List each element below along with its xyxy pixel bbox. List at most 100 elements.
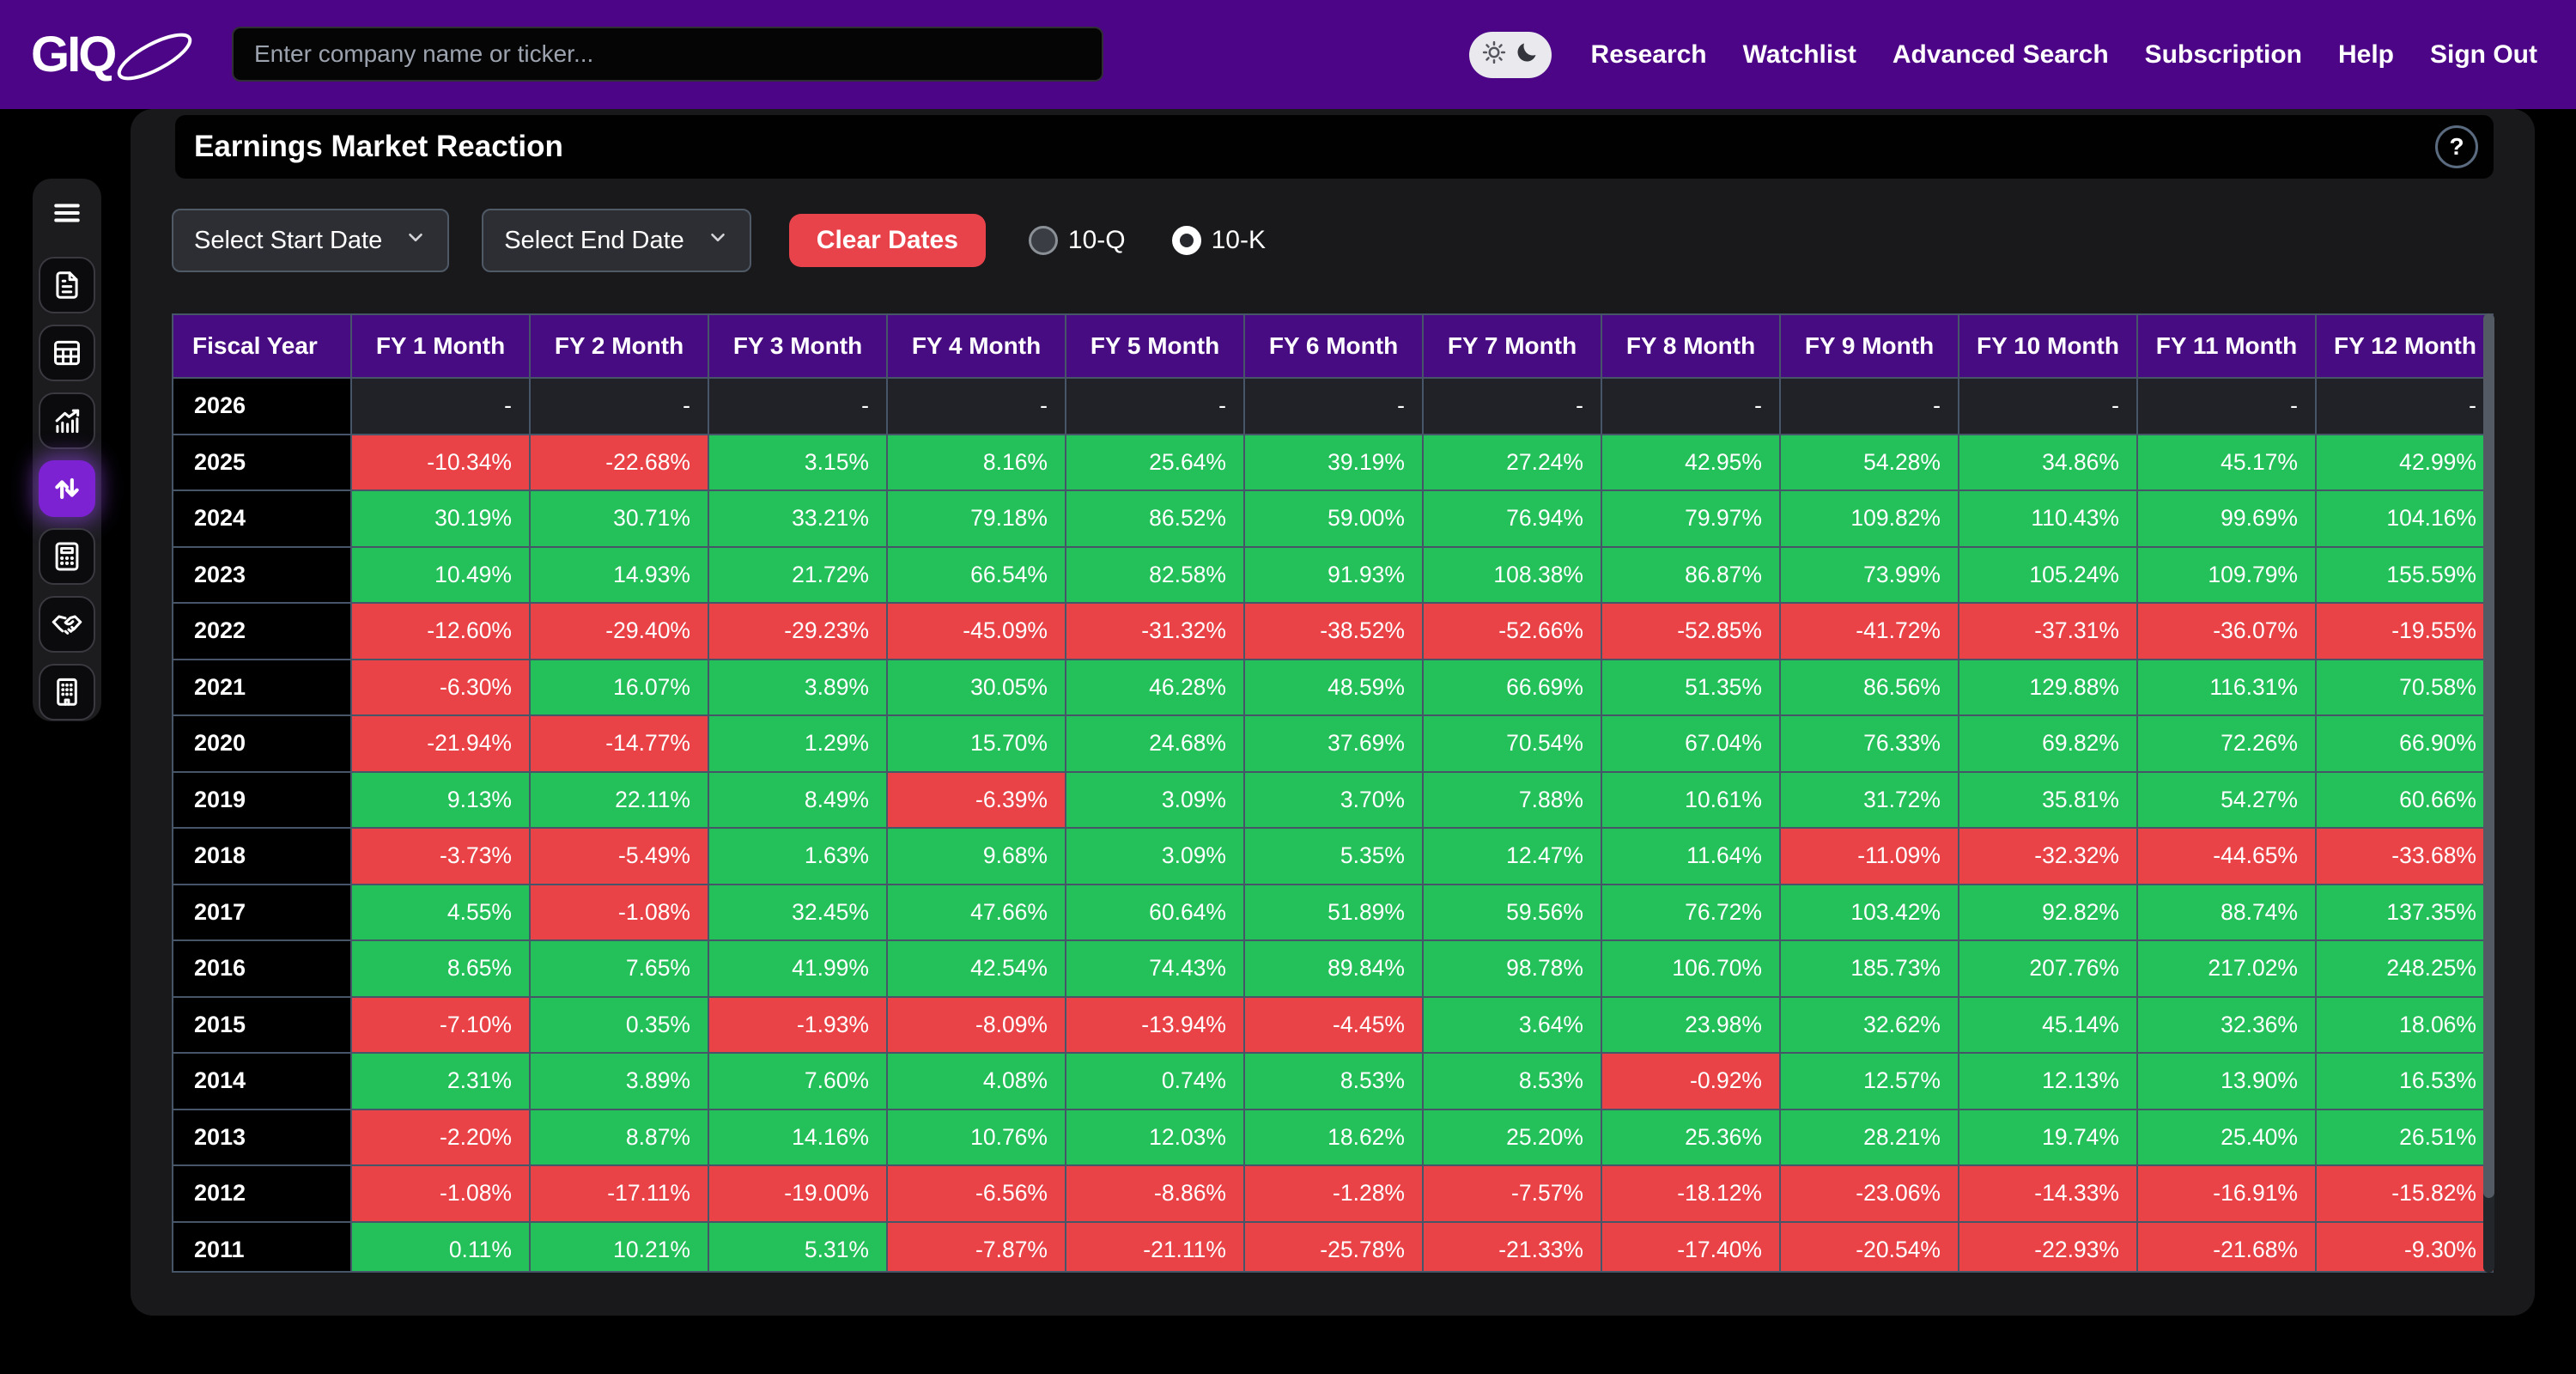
fiscal-year-cell: 2012 bbox=[172, 1164, 352, 1223]
table-row: 2025 -10.34% -22.68% 3.15% 8.16% 25.64% 39.19%… bbox=[172, 433, 2494, 491]
return-cell: 12.47% bbox=[1422, 827, 1602, 885]
column-header: FY 6 Month bbox=[1243, 313, 1424, 379]
return-cell: -10.34% bbox=[350, 433, 531, 491]
radio-circle-10-q[interactable] bbox=[1028, 226, 1058, 255]
sidebar-item-documents[interactable] bbox=[39, 257, 95, 313]
return-cell: 207.76% bbox=[1958, 939, 2138, 998]
theme-toggle[interactable] bbox=[1468, 31, 1552, 78]
nav-link-help[interactable]: Help bbox=[2338, 40, 2395, 69]
sidebar-item-calculator[interactable] bbox=[39, 528, 95, 585]
return-cell: 60.66% bbox=[2315, 770, 2494, 829]
logo[interactable]: GIQ bbox=[26, 14, 192, 95]
return-cell: - bbox=[2315, 377, 2494, 435]
return-cell: 12.57% bbox=[1779, 1052, 1959, 1110]
return-cell: 3.09% bbox=[1065, 827, 1245, 885]
return-cell: 10.61% bbox=[1601, 770, 1781, 829]
moon-icon bbox=[1514, 40, 1540, 70]
return-cell: -7.10% bbox=[350, 995, 531, 1054]
return-cell: 79.18% bbox=[886, 489, 1066, 548]
sidebar-item-company[interactable] bbox=[39, 664, 95, 720]
end-date-select[interactable]: Select End Date bbox=[482, 209, 751, 272]
scrollbar-thumb[interactable] bbox=[2483, 313, 2494, 1198]
return-cell: 1.63% bbox=[708, 827, 888, 885]
return-cell: 25.36% bbox=[1601, 1108, 1781, 1166]
column-header: FY 3 Month bbox=[708, 313, 888, 379]
return-cell: 26.51% bbox=[2315, 1108, 2494, 1166]
return-cell: 42.99% bbox=[2315, 433, 2494, 491]
return-cell: 67.04% bbox=[1601, 714, 1781, 773]
table-scrollbar[interactable] bbox=[2483, 313, 2494, 1273]
sidebar-item-tables[interactable] bbox=[39, 325, 95, 381]
return-cell: 47.66% bbox=[886, 883, 1066, 941]
return-cell: 10.76% bbox=[886, 1108, 1066, 1166]
return-cell: 60.64% bbox=[1065, 883, 1245, 941]
nav-link-research[interactable]: Research bbox=[1590, 40, 1707, 69]
table-row: 2023 10.49% 14.93% 21.72% 66.54% 82.58% 91.93%… bbox=[172, 545, 2494, 604]
return-cell: 42.54% bbox=[886, 939, 1066, 998]
return-cell: -1.28% bbox=[1243, 1164, 1424, 1223]
table-row: 2014 2.31% 3.89% 7.60% 4.08% 0.74% 8.53% 8.53% -… bbox=[172, 1052, 2494, 1110]
sidebar-item-deals[interactable] bbox=[39, 596, 95, 653]
fiscal-year-cell: 2014 bbox=[172, 1052, 352, 1110]
return-cell: 155.59% bbox=[2315, 545, 2494, 604]
return-cell: 91.93% bbox=[1243, 545, 1424, 604]
return-cell: 82.58% bbox=[1065, 545, 1245, 604]
return-cell: 14.93% bbox=[529, 545, 709, 604]
return-cell: 76.33% bbox=[1779, 714, 1959, 773]
return-cell: -6.30% bbox=[350, 658, 531, 716]
return-cell: 86.52% bbox=[1065, 489, 1245, 548]
return-cell: -7.57% bbox=[1422, 1164, 1602, 1223]
return-cell: 9.68% bbox=[886, 827, 1066, 885]
sidebar-item-menu[interactable] bbox=[48, 194, 86, 232]
nav-link-watchlist[interactable]: Watchlist bbox=[1742, 40, 1856, 69]
nav-link-subscription[interactable]: Subscription bbox=[2144, 40, 2302, 69]
radio-10-k[interactable]: 10-K bbox=[1171, 226, 1266, 255]
return-cell: 19.74% bbox=[1958, 1108, 2138, 1166]
fiscal-year-cell: 2018 bbox=[172, 827, 352, 885]
nav-link-advanced-search[interactable]: Advanced Search bbox=[1892, 40, 2109, 69]
return-cell: -52.85% bbox=[1601, 602, 1781, 660]
return-cell: -21.11% bbox=[1065, 1220, 1245, 1271]
return-cell: 2.31% bbox=[350, 1052, 531, 1110]
radio-label: 10-Q bbox=[1067, 226, 1126, 254]
radio-circle-10-k[interactable] bbox=[1171, 226, 1201, 255]
return-cell: 39.19% bbox=[1243, 433, 1424, 491]
chevron-down-icon bbox=[404, 226, 427, 255]
return-cell: 22.11% bbox=[529, 770, 709, 829]
help-button[interactable]: ? bbox=[2435, 125, 2478, 168]
table-row: 2022 -12.60% -29.40% -29.23% -45.09% -31.32% -… bbox=[172, 602, 2494, 660]
return-cell: 7.65% bbox=[529, 939, 709, 998]
return-cell: 8.49% bbox=[708, 770, 888, 829]
return-cell: 30.71% bbox=[529, 489, 709, 548]
return-cell: 25.64% bbox=[1065, 433, 1245, 491]
return-cell: 217.02% bbox=[2136, 939, 2317, 998]
return-cell: 0.74% bbox=[1065, 1052, 1245, 1110]
column-header: FY 9 Month bbox=[1779, 313, 1959, 379]
file-text-icon bbox=[51, 269, 83, 301]
earnings-table-container: Fiscal Year FY 1 Month FY 2 Month FY 3 Mont… bbox=[172, 313, 2494, 1273]
return-cell: 7.88% bbox=[1422, 770, 1602, 829]
return-cell: -13.94% bbox=[1065, 995, 1245, 1054]
radio-label: 10-K bbox=[1211, 226, 1266, 254]
return-cell: -32.32% bbox=[1958, 827, 2138, 885]
filing-type-radio-group: 10-Q 10-K bbox=[1028, 226, 1266, 255]
radio-10-q[interactable]: 10-Q bbox=[1028, 226, 1126, 255]
return-cell: 98.78% bbox=[1422, 939, 1602, 998]
sidebar-item-earnings-reaction[interactable] bbox=[39, 460, 95, 517]
return-cell: 21.72% bbox=[708, 545, 888, 604]
return-cell: 15.70% bbox=[886, 714, 1066, 773]
start-date-select[interactable]: Select Start Date bbox=[172, 209, 450, 272]
clear-dates-button[interactable]: Clear Dates bbox=[788, 214, 986, 267]
return-cell: 30.19% bbox=[350, 489, 531, 548]
table-row: 2016 8.65% 7.65% 41.99% 42.54% 74.43% 89.84% 98… bbox=[172, 939, 2494, 998]
return-cell: 13.90% bbox=[2136, 1052, 2317, 1110]
return-cell: 3.70% bbox=[1243, 770, 1424, 829]
return-cell: - bbox=[350, 377, 531, 435]
search-input[interactable] bbox=[232, 27, 1103, 82]
fiscal-year-cell: 2021 bbox=[172, 658, 352, 716]
return-cell: -14.77% bbox=[529, 714, 709, 773]
return-cell: 10.49% bbox=[350, 545, 531, 604]
fiscal-year-cell: 2023 bbox=[172, 545, 352, 604]
nav-link-sign-out[interactable]: Sign Out bbox=[2430, 40, 2537, 69]
sidebar-item-charts[interactable] bbox=[39, 392, 95, 449]
